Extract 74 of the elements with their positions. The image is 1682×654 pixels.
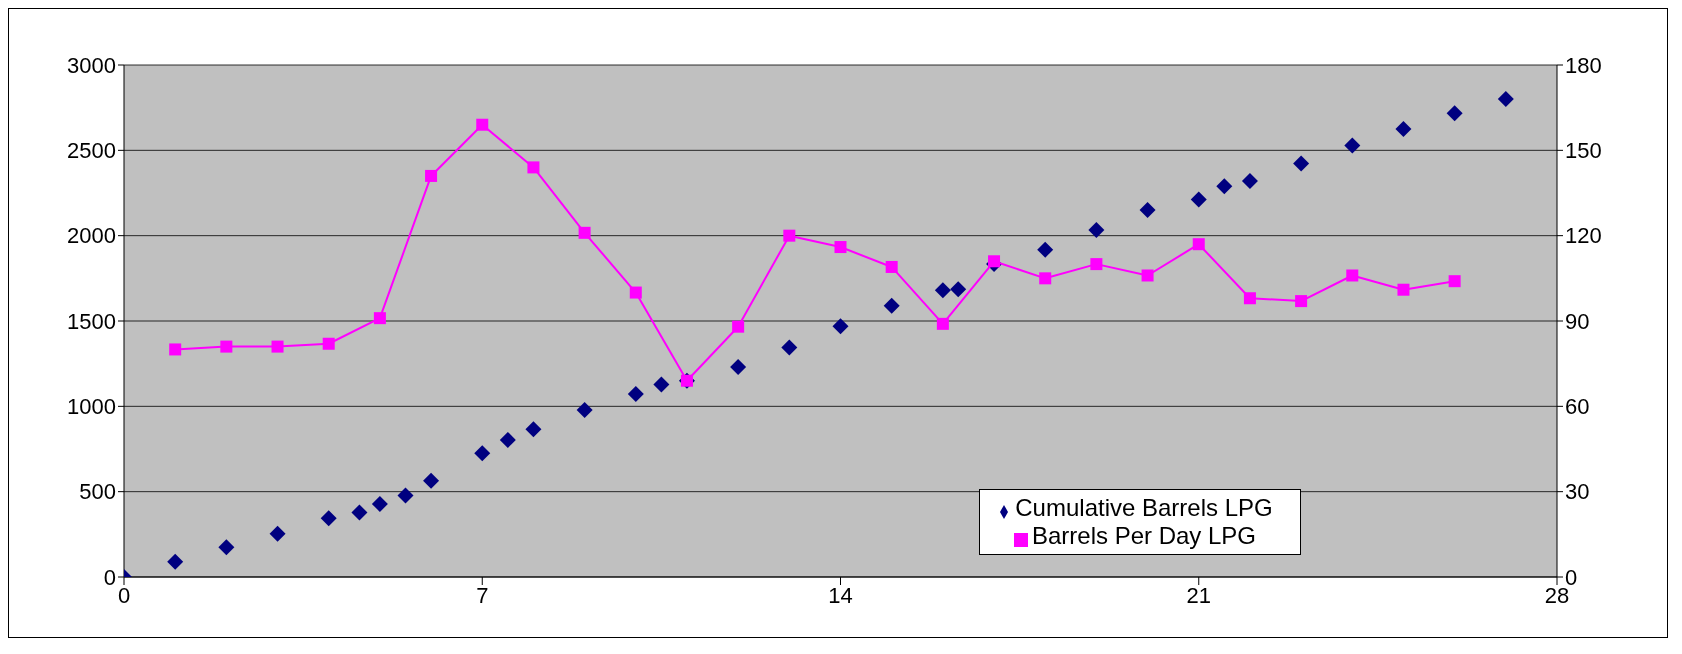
y-tick-label: 0 [103, 564, 116, 590]
point [320, 510, 337, 527]
x-tick-label: 7 [476, 582, 489, 608]
point [423, 472, 440, 489]
y2-tick-label: 90 [1565, 308, 1590, 334]
point [373, 312, 386, 325]
point [653, 376, 670, 393]
point [950, 281, 967, 298]
y-tick-label: 500 [79, 479, 116, 505]
y-tick-label: 1000 [67, 394, 116, 420]
point [499, 431, 516, 448]
point [1139, 202, 1156, 219]
point [578, 226, 591, 239]
point [576, 401, 593, 418]
legend-label: Cumulative Barrels LPG [1015, 494, 1273, 521]
point [218, 539, 235, 556]
point [322, 337, 335, 350]
point [351, 504, 368, 521]
x-tick-label: 14 [828, 582, 853, 608]
legend-label: Barrels Per Day LPG [1031, 522, 1257, 549]
point [934, 282, 951, 299]
point [781, 339, 798, 356]
point [1192, 238, 1205, 251]
point [527, 161, 540, 174]
point [1497, 90, 1514, 107]
y2-tick-label: 180 [1565, 52, 1602, 78]
point [1446, 105, 1463, 122]
y2-tick-label: 30 [1565, 479, 1590, 505]
point [783, 229, 796, 242]
point [832, 318, 849, 335]
y-tick-label: 2500 [67, 138, 116, 164]
point [271, 340, 284, 353]
point [1090, 258, 1103, 271]
point [627, 386, 644, 403]
y2-tick-label: 120 [1565, 223, 1602, 249]
point [936, 317, 949, 330]
point [1190, 191, 1207, 208]
point [1088, 222, 1105, 239]
point [732, 320, 745, 333]
y-tick-label: 3000 [67, 52, 116, 78]
point [1295, 295, 1308, 308]
point [1293, 155, 1310, 172]
point [1037, 241, 1054, 258]
point [169, 343, 182, 356]
point [269, 525, 286, 542]
point [1039, 272, 1052, 285]
y2-tick-label: 60 [1565, 394, 1590, 420]
point [425, 169, 438, 182]
point [988, 255, 1001, 268]
point [397, 487, 414, 504]
point [885, 260, 898, 273]
x-tick-label: 21 [1186, 582, 1211, 608]
point [1243, 292, 1256, 305]
point [525, 421, 542, 438]
y-tick-label: 2000 [67, 223, 116, 249]
point [1216, 178, 1233, 195]
point [629, 286, 642, 299]
point [474, 445, 491, 462]
point [476, 118, 489, 131]
point [371, 495, 388, 512]
y-tick-label: 1500 [67, 308, 116, 334]
point [1395, 121, 1412, 137]
point [1344, 137, 1361, 154]
point [1346, 269, 1359, 282]
point [1397, 283, 1410, 296]
point [883, 297, 900, 314]
point [834, 241, 847, 254]
point [1448, 275, 1461, 288]
point [1241, 172, 1258, 189]
point [220, 340, 233, 353]
point [730, 359, 747, 376]
y2-tick-label: 150 [1565, 138, 1602, 164]
point [167, 553, 184, 570]
point [1141, 269, 1154, 282]
